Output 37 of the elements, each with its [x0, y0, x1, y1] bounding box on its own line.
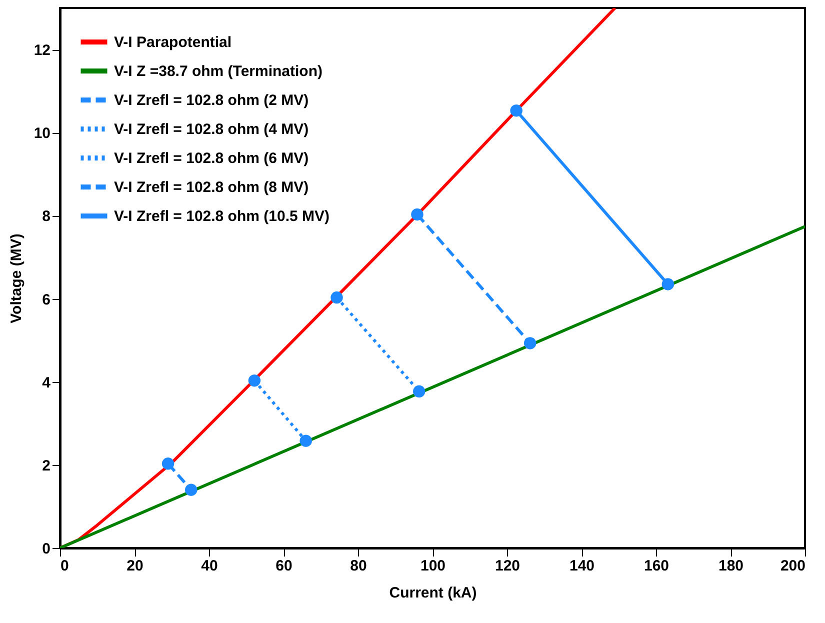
x-tick-label: 20 — [126, 558, 144, 574]
y-tick-label: 12 — [34, 42, 50, 60]
y-axis-title: Voltage (MV) — [8, 234, 25, 324]
x-tick-label: 180 — [718, 558, 744, 574]
x-tick-label: 120 — [494, 558, 520, 574]
x-tick-label: 160 — [644, 558, 670, 574]
point — [510, 104, 522, 117]
point — [412, 385, 426, 398]
point — [184, 484, 198, 496]
x-tick-label: 80 — [350, 558, 367, 574]
legend-label: V-I Zrefl = 102.8 ohm (10.5 MV) — [114, 208, 330, 225]
y-tick-label: 10 — [34, 125, 50, 142]
point — [300, 434, 312, 447]
y-tick-label: 4 — [42, 374, 52, 392]
x-tick-label: 200 — [780, 558, 806, 574]
point — [411, 208, 424, 221]
x-tick-label: 0 — [60, 558, 69, 574]
legend-label: V-I Z =38.7 ohm (Termination) — [114, 63, 323, 80]
x-tick-label: 60 — [276, 558, 292, 574]
point — [524, 337, 536, 350]
x-tick-label: 40 — [201, 558, 218, 574]
y-tick-label: 0 — [42, 540, 50, 558]
point — [662, 278, 674, 290]
point — [248, 374, 261, 387]
legend-label: V-I Zrefl = 102.8 ohm (8 MV) — [114, 179, 309, 196]
y-tick-label: 2 — [42, 457, 50, 474]
y-tick-label: 8 — [42, 208, 50, 226]
legend-label: V-I Parapotential — [114, 34, 232, 51]
legend-label: V-I Zrefl = 102.8 ohm (2 MV) — [114, 92, 309, 109]
x-tick-label: 140 — [569, 558, 595, 574]
y-tick-label: 6 — [42, 291, 50, 308]
legend-label: V-I Zrefl = 102.8 ohm (6 MV) — [114, 150, 309, 167]
point — [162, 458, 174, 470]
point — [330, 291, 343, 304]
x-tick-label: 100 — [420, 558, 446, 574]
x-axis-title: Current (kA) — [389, 584, 477, 602]
legend-label: V-I Zrefl = 102.8 ohm (4 MV) — [114, 121, 309, 138]
